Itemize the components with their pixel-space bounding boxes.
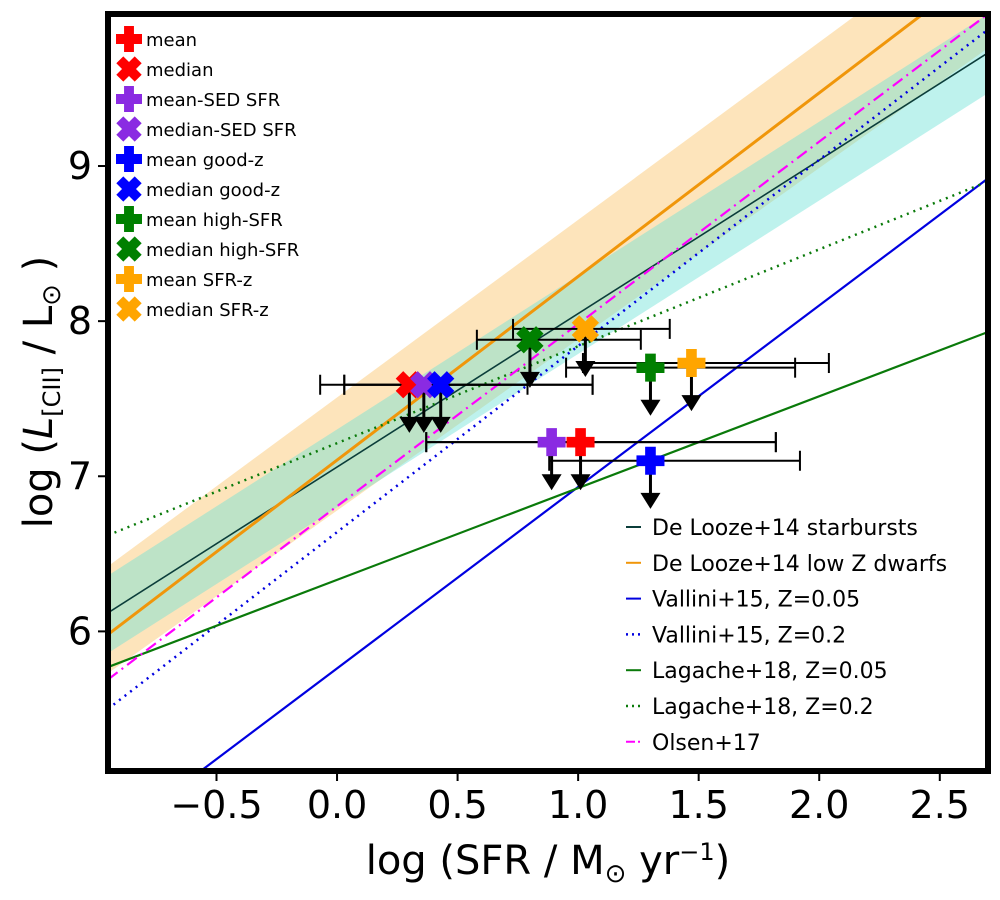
legend-label-mean: mean [146,30,197,51]
marker-median-good-z [427,371,455,399]
legend-label-de-looze-14-starbursts: De Looze+14 starbursts [652,516,918,541]
x-axis-label: log (SFR / M⊙ yr−1) [366,838,731,889]
upper-limit-arrow-head [640,399,661,416]
legend-marker-mean-sfr-z [116,266,142,292]
plot-frame [105,11,991,774]
upper-limit-arrow-head [570,474,591,491]
relations-layer [108,14,988,771]
marker-median-sfr-z [571,315,600,343]
legend-label-median: median [146,60,213,81]
x-tick-label: 0.0 [307,783,367,827]
upper-limit-arrow-head [681,395,702,412]
relation-line-olsen-17 [108,14,988,681]
x-tick-label: 2.5 [910,783,970,827]
upper-limit-arrow-head [575,360,596,377]
x-tick-label: 0.5 [427,783,487,827]
upper-limit-arrow-head [519,371,540,388]
legend-label-vallini-15-z-0-2: Vallini+15, Z=0.2 [652,623,846,648]
x-tick-label: 2.0 [789,783,849,827]
relation-line-de-looze-14-low-z-dwarfs [108,14,926,636]
y-tick-label: 8 [68,299,92,343]
de-looze-14-low-z-dwarfs-band [108,14,988,674]
x-tick-label: 1.0 [548,783,608,827]
marker-mean-high-sfr [636,353,665,382]
legend-label-mean-sed-sfr: mean-SED SFR [146,90,280,111]
legend-marker-median-good-z [116,176,142,202]
upper-limit-arrow-head [541,474,562,491]
relations-legend: De Looze+14 starbursts De Looze+14 low Z … [626,516,947,756]
y-tick-label: 6 [68,609,92,653]
marker-legend: mean median mean-SED SFR median-SED SFR mean… [116,26,299,322]
marker-median-high-sfr [516,326,544,354]
legend-marker-mean-good-z [116,146,142,172]
relation-line-lagache-18-z-0-05 [108,330,988,669]
legend-label-olsen-17: Olsen+17 [652,731,761,756]
legend-marker-mean [116,26,142,52]
legend-label-median-high-sfr: median high-SFR [146,240,299,261]
upper-limit-arrow-head [640,492,661,509]
legend-label-median-sed-sfr: median-SED SFR [146,120,297,141]
relation-line-vallini-15-z-0-05 [198,177,988,771]
upper-limit-arrow-head [413,416,434,433]
legend-marker-mean-sed-sfr [116,86,142,112]
y-tick-label: 9 [68,144,92,188]
legend-marker-median [116,56,142,82]
ticks-layer: −0.5 0.0 0.5 1.0 1.5 2.0 2.5 6 7 8 9 [68,144,970,827]
marker-mean [566,428,595,457]
marker-mean-sed-sfr [537,428,566,457]
legend-label-lagache-18-z-0-2: Lagache+18, Z=0.2 [652,695,874,720]
legend-label-mean-high-sfr: mean high-SFR [146,210,283,231]
y-tick-label: 7 [68,454,92,498]
errorbars-layer [319,318,830,471]
legend-label-median-good-z: median good-z [146,180,280,201]
upper-limit-arrow-head [399,416,420,433]
legend-label-median-sfr-z: median SFR-z [146,300,269,321]
legend-label-mean-sfr-z: mean SFR-z [146,270,252,291]
relation-line-de-looze-14-starbursts [108,52,988,614]
legend-label-vallini-15-z-0-05: Vallini+15, Z=0.05 [652,588,860,613]
markers-layer [395,315,706,475]
legend-label-de-looze-14-low-z-dwarfs: De Looze+14 low Z dwarfs [652,552,947,577]
y-axis-label: log (L[CII] / L⊙ ) [16,256,67,529]
legend-label-mean-good-z: mean good-z [146,150,264,171]
legend-marker-median-sed-sfr [116,116,142,142]
x-tick-label: −0.5 [170,783,262,827]
legend-marker-mean-high-sfr [116,206,142,232]
upper-limit-arrow-head [430,416,451,433]
x-tick-label: 1.5 [668,783,728,827]
marker-mean-sfr-z [677,349,706,378]
marker-mean-good-z [636,446,665,475]
legend-marker-median-sfr-z [116,296,142,322]
legend-label-lagache-18-z-0-05: Lagache+18, Z=0.05 [652,659,888,684]
legend-marker-median-high-sfr [116,236,142,262]
